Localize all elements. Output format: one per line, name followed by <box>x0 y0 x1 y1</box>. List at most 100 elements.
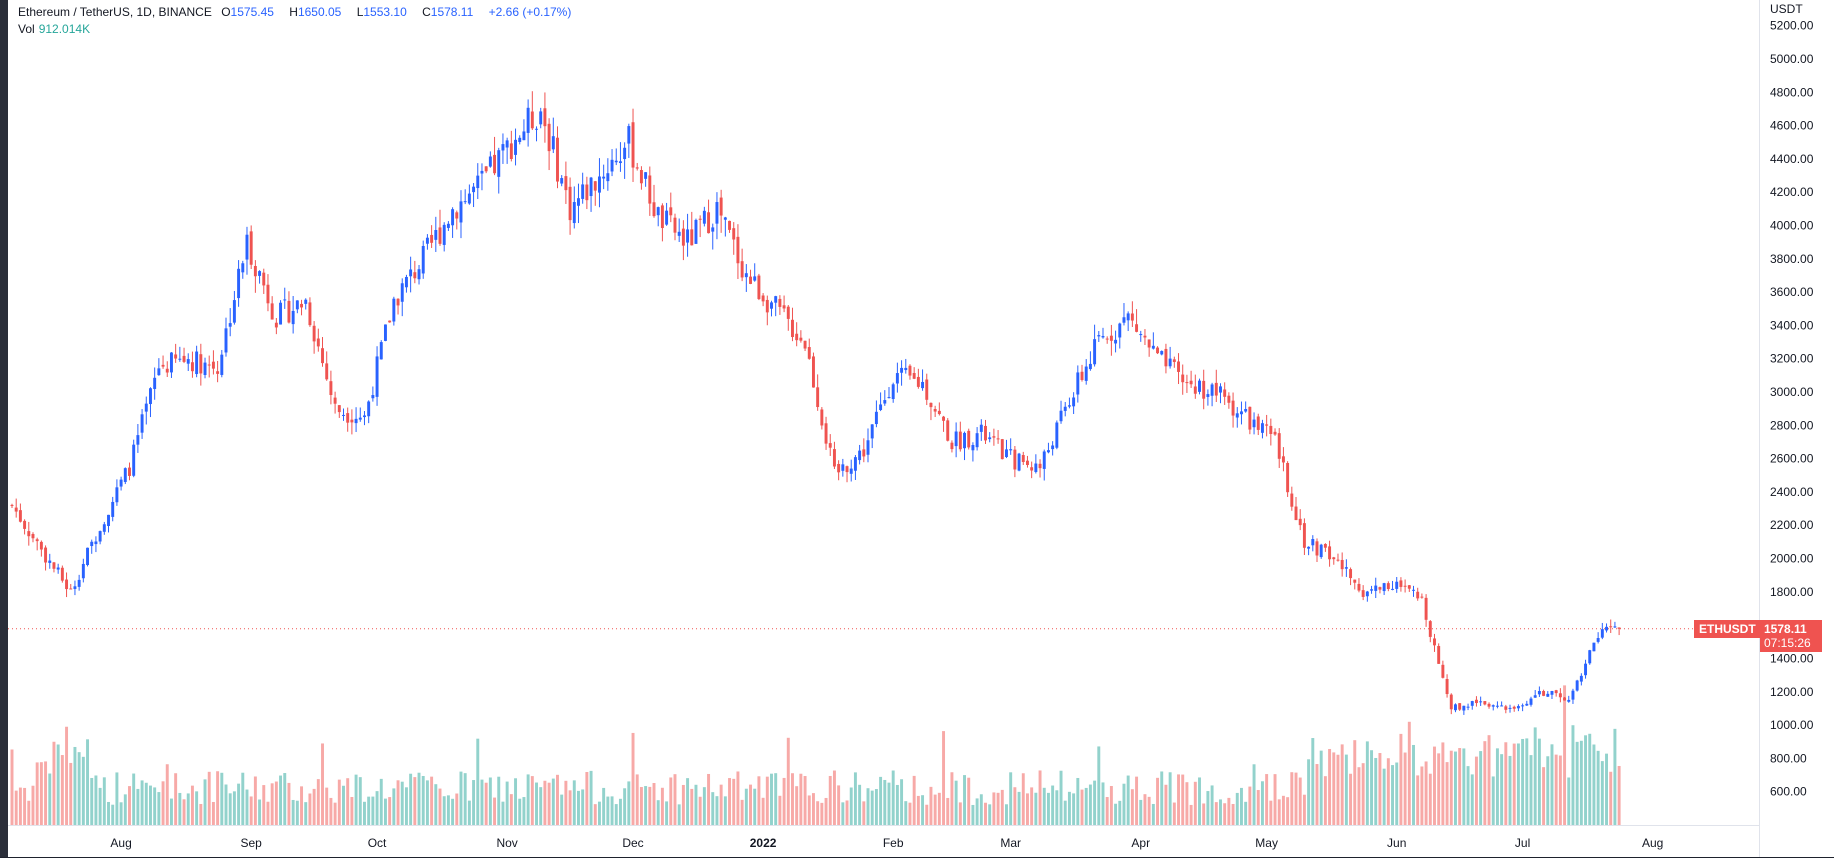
volume-bar <box>1458 748 1462 825</box>
candle-body <box>1269 425 1273 434</box>
volume-bar <box>123 794 127 825</box>
candle-body <box>1185 382 1189 384</box>
candle-body <box>123 468 127 482</box>
volume-bar <box>346 778 350 825</box>
volume-bar <box>560 794 564 825</box>
volume-bar <box>1487 735 1491 825</box>
volume-bar <box>770 773 773 825</box>
candle-body <box>287 300 291 323</box>
volume-bar <box>1500 754 1504 825</box>
volume-bar <box>556 774 559 825</box>
volume-bar <box>786 737 790 825</box>
candle-body <box>778 298 782 307</box>
volume-bar <box>1403 752 1407 825</box>
volume-bar <box>954 780 958 825</box>
volume-bar <box>1600 761 1604 825</box>
volume-bar <box>1328 748 1332 825</box>
candle-body <box>585 184 589 201</box>
volume-bar <box>1395 762 1399 825</box>
price-tick-label: 4800.00 <box>1770 85 1814 99</box>
chart-canvas[interactable] <box>8 0 1759 825</box>
candle-body <box>493 154 497 174</box>
volume-bar <box>413 777 417 825</box>
volume-bar <box>1336 754 1340 825</box>
time-tick-label: Sep <box>240 836 262 850</box>
candle-body <box>1034 463 1038 472</box>
volume-bar <box>451 798 455 825</box>
volume-bar <box>258 799 262 825</box>
volume-bar <box>782 777 786 825</box>
volume-bar <box>111 804 115 825</box>
candle-body <box>1265 424 1269 426</box>
volume-bar <box>1319 750 1323 825</box>
volume-bar <box>287 782 291 825</box>
volume-bar <box>1105 797 1109 825</box>
volume-bar <box>807 795 811 825</box>
candle-body <box>245 234 249 260</box>
volume-bar <box>350 796 354 825</box>
candle-body <box>434 230 438 240</box>
open-label: O <box>221 5 231 19</box>
candle-body <box>31 534 35 539</box>
candle-body <box>262 272 266 286</box>
candle-body <box>761 295 765 302</box>
volume-bar <box>1315 764 1319 825</box>
candle-body <box>90 541 94 547</box>
volume-bar <box>988 804 992 825</box>
volume-bar <box>459 771 463 825</box>
volume-bar <box>1613 728 1617 825</box>
candle-body <box>253 265 257 277</box>
candle-body <box>572 202 576 224</box>
volume-bar <box>274 781 278 825</box>
candle-body <box>81 563 85 579</box>
candle-body <box>199 354 203 374</box>
candle-body <box>782 305 786 309</box>
candle-body <box>791 319 794 338</box>
candle-body <box>979 424 983 432</box>
candle-body <box>350 419 354 423</box>
volume-bar <box>69 762 73 825</box>
volume-legend: Vol 912.014K <box>18 22 90 36</box>
volume-bar <box>1244 801 1248 825</box>
volume-bar <box>1219 799 1222 825</box>
candle-body <box>1474 699 1478 704</box>
volume-bar <box>874 789 878 825</box>
volume-bar <box>845 800 849 825</box>
volume-bar <box>27 800 31 825</box>
volume-bar <box>488 777 492 825</box>
candle-body <box>635 167 639 169</box>
time-axis[interactable]: Aug Sep Oct Nov Dec 2022 Feb Mar Apr May Jun Jul Aug <box>8 825 1759 857</box>
candle-body <box>304 299 308 304</box>
candle-body <box>228 323 232 327</box>
volume-bar <box>1479 751 1483 825</box>
price-chart-pane[interactable] <box>8 0 1759 825</box>
volume-bar <box>946 797 950 825</box>
symbol-title[interactable]: Ethereum / TetherUS, 1D, BINANCE <box>18 5 212 19</box>
candle-body <box>849 468 853 474</box>
volume-bar <box>577 790 580 825</box>
volume-bar <box>1177 774 1180 825</box>
candle-body <box>921 381 925 389</box>
volume-bar <box>715 796 719 825</box>
candle-body <box>1038 463 1042 469</box>
volume-bar <box>979 794 983 825</box>
candle-body <box>1030 467 1034 471</box>
volume-bar <box>107 801 110 825</box>
volume-bar <box>149 785 152 825</box>
candle-body <box>1542 690 1546 696</box>
volume-bar <box>1483 741 1487 825</box>
volume-bar <box>1114 803 1118 825</box>
volume-bar <box>1160 771 1164 825</box>
price-axis[interactable]: USDT600.00800.001000.001200.001400.00160… <box>1759 0 1834 857</box>
volume-label[interactable]: Vol <box>18 22 35 36</box>
candle-body <box>1273 431 1277 435</box>
volume-bar <box>1063 800 1067 825</box>
candle-body <box>182 355 186 362</box>
time-tick-label: Jun <box>1387 836 1406 850</box>
volume-bar <box>1521 738 1525 825</box>
volume-bar <box>128 786 131 825</box>
candle-body <box>1114 339 1118 344</box>
volume-bar <box>39 762 43 825</box>
volume-bar <box>1189 804 1193 825</box>
volume-bar <box>375 791 379 825</box>
